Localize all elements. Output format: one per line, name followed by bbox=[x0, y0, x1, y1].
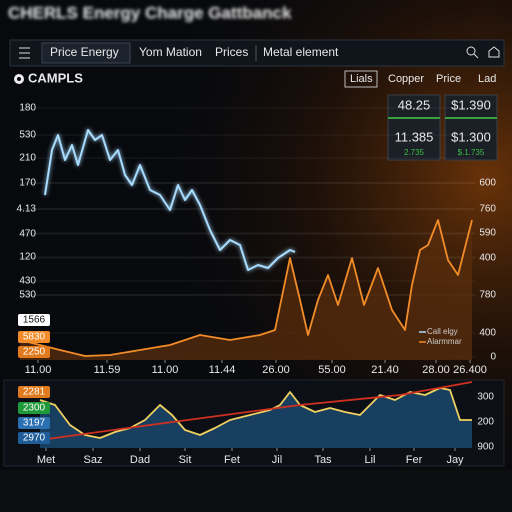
tab[interactable]: Copper bbox=[388, 73, 424, 85]
line bbox=[39, 387, 472, 439]
y2-tick-label: 900 bbox=[477, 442, 494, 453]
area bbox=[20, 220, 472, 360]
badge bbox=[18, 314, 50, 326]
legend-label: Call elgy bbox=[427, 327, 458, 336]
y-tick-label: 4.13 bbox=[17, 204, 37, 215]
x-tick-label: Fer bbox=[406, 454, 423, 466]
y2-tick-label: 200 bbox=[477, 417, 494, 428]
x-tick-label: 21.40 bbox=[371, 364, 399, 376]
badge bbox=[18, 331, 50, 343]
x-tick-label: 26.00 bbox=[262, 364, 290, 376]
x-tick-label: 28.00 bbox=[422, 364, 450, 376]
y-tick-label: 470 bbox=[19, 229, 36, 240]
badge-label: 2970 bbox=[23, 433, 46, 444]
x-tick-label: Met bbox=[37, 454, 55, 466]
x-tick-label: 11.00 bbox=[25, 364, 52, 376]
tab-box[interactable] bbox=[344, 70, 378, 88]
x-tick-label: 11.59 bbox=[94, 364, 121, 376]
nav-item[interactable]: Price Energy bbox=[50, 45, 119, 59]
y2-tick-label: 780 bbox=[479, 290, 496, 301]
area bbox=[40, 388, 472, 448]
y2-tick-label: 400 bbox=[479, 253, 496, 264]
chart: 180 530 210 170 4.13 470 120 430 530 600 760 590 400… bbox=[17, 103, 497, 376]
y2-tick-label: 590 bbox=[479, 228, 496, 239]
line bbox=[44, 129, 296, 271]
y-tick-label: 530 bbox=[19, 130, 36, 141]
stat-value: $1.300 bbox=[451, 129, 491, 144]
x-tick-label: Fet bbox=[224, 454, 240, 466]
x-tick-label: Lil bbox=[364, 454, 375, 466]
stat-value: 11.385 bbox=[395, 129, 434, 144]
brand-logo-dot bbox=[17, 77, 21, 81]
y-tick-label: 170 bbox=[19, 178, 36, 189]
x-tick-label: Saz bbox=[84, 454, 103, 466]
badge-label: 1566 bbox=[23, 315, 46, 326]
line bbox=[39, 381, 473, 441]
y-tick-label: 120 bbox=[19, 252, 36, 263]
brand: CAMPLS bbox=[28, 70, 83, 85]
footer-strip bbox=[0, 470, 512, 512]
tab[interactable]: Lials bbox=[350, 73, 373, 85]
nav-item[interactable]: Prices bbox=[215, 45, 248, 59]
y-tick-label: 530 bbox=[19, 290, 36, 301]
badge bbox=[18, 402, 50, 414]
stat-value: 48.25 bbox=[398, 97, 431, 112]
y2-tick-label: 400 bbox=[479, 328, 496, 339]
stat-change: $.1.735 bbox=[458, 148, 485, 157]
x-tick-label: Jay bbox=[446, 454, 464, 466]
y2-tick-label: 760 bbox=[479, 204, 496, 215]
x-tick-label: 55.00 bbox=[318, 364, 346, 376]
x-tick-label: Sit bbox=[179, 454, 192, 466]
chart: 300 200 900 Met Saz Dad Sit Fet Jil Tas Lil Fer Jay 2… bbox=[18, 381, 494, 466]
x-tick-label: 26.400 bbox=[453, 364, 487, 376]
nav-tab-active[interactable] bbox=[41, 42, 131, 64]
nav-item[interactable]: Metal element bbox=[263, 45, 339, 59]
x-tick-label: 11.44 bbox=[209, 364, 236, 376]
y-tick-label: 430 bbox=[19, 276, 36, 287]
tab[interactable]: Price bbox=[436, 73, 461, 85]
home-icon[interactable] bbox=[488, 46, 500, 58]
legend-label: Alarmmar bbox=[427, 337, 462, 346]
x-tick-label: 11.00 bbox=[152, 364, 179, 376]
y2-tick-label: 0 bbox=[490, 352, 496, 363]
nav-item[interactable]: Yom Mation bbox=[139, 45, 202, 59]
x-tick-label: Jil bbox=[272, 454, 282, 466]
stat-change: 2.735 bbox=[404, 148, 425, 157]
tab[interactable]: Lad bbox=[478, 73, 496, 85]
menu-icon[interactable] bbox=[19, 47, 30, 59]
y2-tick-label: 300 bbox=[477, 392, 494, 403]
x-tick-label: Tas bbox=[314, 454, 332, 466]
stat-value: $1.390 bbox=[451, 97, 491, 112]
badge-label: 2250 bbox=[23, 347, 46, 358]
y-tick-label: 210 bbox=[19, 153, 36, 164]
badge-label: 2300 bbox=[23, 403, 46, 414]
y2-tick-label: 600 bbox=[479, 178, 496, 189]
line bbox=[19, 219, 473, 357]
badge bbox=[18, 346, 50, 358]
x-tick-label: Dad bbox=[130, 454, 150, 466]
y-tick-label: 180 bbox=[19, 103, 36, 114]
badge bbox=[18, 432, 50, 444]
badge-label: 5830 bbox=[23, 332, 46, 343]
badge bbox=[18, 417, 50, 429]
badge bbox=[18, 386, 50, 398]
stat-card bbox=[444, 94, 498, 161]
search-icon[interactable] bbox=[466, 46, 479, 59]
stat-card bbox=[387, 94, 441, 161]
badge-label: 3197 bbox=[23, 418, 46, 429]
header-title: CHERLS Energy Charge Gattbanck bbox=[8, 3, 292, 22]
badge-label: 2281 bbox=[23, 387, 46, 398]
